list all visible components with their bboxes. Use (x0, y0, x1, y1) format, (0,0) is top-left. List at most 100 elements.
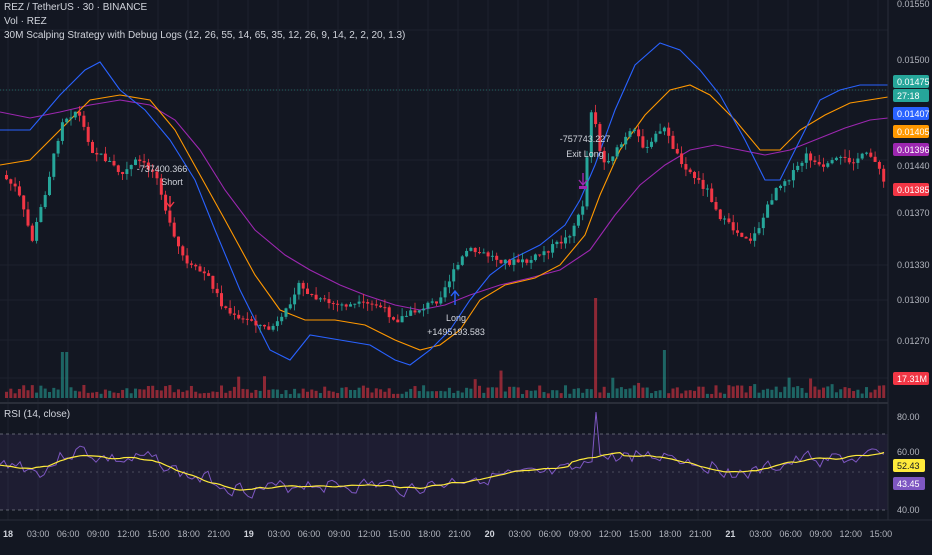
volume-bar (370, 392, 374, 398)
candle (336, 300, 340, 312)
candle (331, 301, 335, 311)
volume-bar (232, 386, 236, 398)
candle (181, 244, 185, 261)
volume-bar (826, 386, 830, 398)
candle (495, 252, 499, 267)
volume-bar (164, 386, 168, 398)
candle (482, 248, 486, 254)
short-pnl-label: -737400.366 (137, 164, 188, 174)
volume-bar (116, 393, 120, 398)
candle (215, 282, 219, 298)
volume-bar (340, 387, 344, 398)
candle (82, 110, 86, 131)
volume-bar (804, 392, 808, 398)
candle (632, 127, 636, 134)
volume-bar (748, 386, 752, 398)
candle (624, 132, 628, 150)
candle (723, 215, 727, 225)
volume-bar (413, 386, 417, 398)
candle (73, 111, 77, 121)
volume-bar (323, 386, 327, 398)
candle (662, 126, 666, 136)
volume-bar (344, 387, 348, 398)
volume-legend[interactable]: Vol · REZ (4, 16, 47, 27)
candle (263, 324, 266, 330)
candle (503, 259, 507, 270)
volume-bar (220, 385, 223, 398)
volume-bar (753, 384, 757, 398)
volume-bar (392, 393, 395, 398)
candle (280, 312, 284, 325)
candle (817, 154, 821, 167)
short-label: Short (161, 177, 183, 187)
candle (142, 153, 146, 168)
volume-bar (774, 386, 778, 398)
volume-bar (619, 387, 623, 398)
candle (86, 122, 90, 146)
volume-bar (241, 388, 245, 398)
volume-bar (172, 392, 176, 398)
candle (559, 235, 563, 249)
rsi-axis-tick: 80.00 (897, 412, 920, 422)
volume-bar (189, 385, 193, 398)
candle (521, 252, 524, 268)
candle (194, 263, 198, 271)
volume-bar (400, 393, 404, 398)
volume-bar (641, 387, 645, 398)
volume-bar (783, 386, 787, 398)
volume-bar (297, 393, 301, 398)
volume-bar (121, 389, 125, 398)
candle (383, 299, 387, 313)
volume-bar (882, 385, 886, 398)
candle (882, 165, 886, 188)
volume-bar (796, 386, 800, 398)
symbol-legend[interactable]: REZ / TetherUS · 30 · BINANCE (4, 2, 148, 13)
volume-bar (478, 385, 481, 398)
volume-bar (250, 392, 254, 398)
candle (852, 158, 856, 171)
candle (224, 305, 228, 310)
volume-bar (559, 393, 563, 398)
volume-bar (512, 386, 516, 398)
volume-bar (499, 370, 503, 398)
volume-bar (787, 377, 791, 398)
candle (804, 147, 808, 170)
volume-bar (439, 390, 443, 398)
candle (658, 123, 662, 134)
volume-bar (435, 391, 438, 398)
candle (809, 151, 813, 168)
price-badge: 17.31M (893, 372, 929, 385)
volume-bar (744, 392, 748, 398)
time-axis-label: 06:00 (539, 529, 562, 539)
exit-long-label: Exit Long (566, 149, 604, 159)
svg-text:43.45: 43.45 (897, 479, 920, 489)
candle (177, 236, 180, 254)
volume-bar (198, 393, 202, 398)
volume-bar (383, 391, 387, 398)
volume-bar (770, 389, 774, 398)
candle (189, 260, 193, 269)
candle (220, 285, 223, 310)
candle (564, 230, 567, 249)
candle (9, 178, 13, 191)
candle (439, 291, 443, 306)
volume-bar (542, 392, 546, 398)
rsi-legend[interactable]: RSI (14, close) (4, 409, 71, 420)
candle (787, 179, 791, 186)
time-axis-label: 21 (725, 529, 735, 539)
volume-bar (839, 389, 843, 398)
candle (56, 138, 60, 158)
candle (306, 282, 309, 295)
strategy-legend[interactable]: 30M Scalping Strategy with Debug Logs (1… (4, 30, 406, 41)
volume-bar (430, 391, 434, 398)
candle (542, 245, 546, 263)
candle (680, 146, 684, 168)
volume-bar (602, 386, 606, 398)
volume-bar (637, 382, 641, 398)
candle (91, 139, 94, 154)
volume-bar (516, 387, 520, 398)
short-signal: -737400.366 Short (137, 164, 188, 209)
candle (245, 312, 249, 326)
